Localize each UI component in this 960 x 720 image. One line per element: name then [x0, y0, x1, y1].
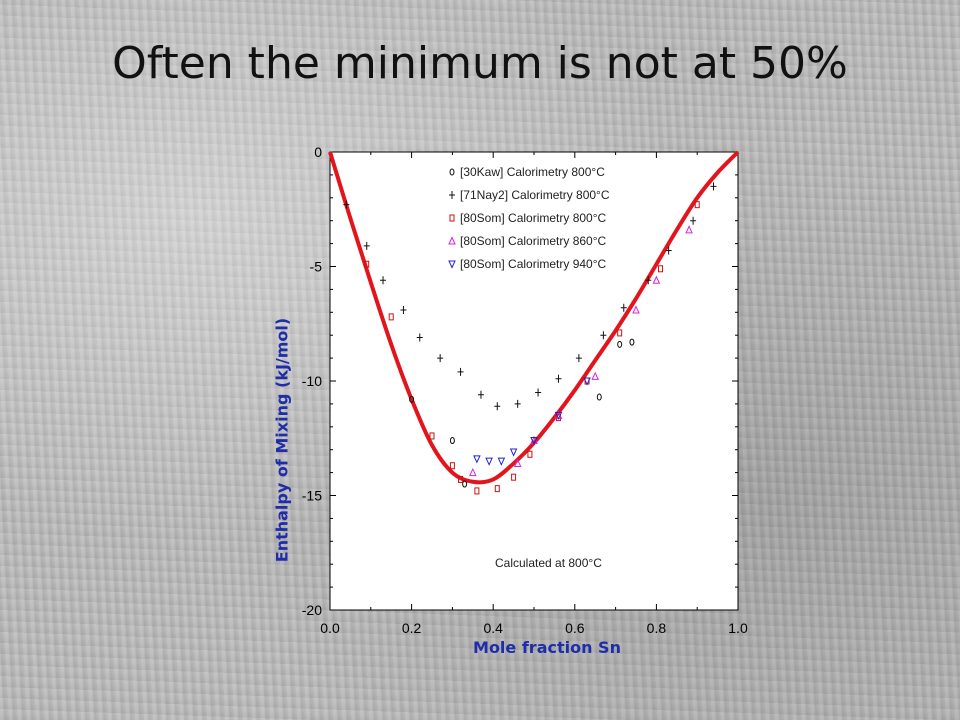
x-tick-label: 0.2 [402, 620, 422, 636]
data-point-series-2 [494, 485, 500, 493]
data-point-series-1 [620, 303, 627, 312]
data-point-series-1 [437, 354, 444, 363]
data-point-series-4 [583, 377, 591, 386]
data-point-series-2 [657, 265, 663, 273]
data-point-series-0 [596, 393, 602, 401]
legend-label: [30Kaw] Calorimetry 800°C [460, 165, 605, 179]
data-point-series-2 [458, 475, 464, 483]
data-point-series-4 [497, 457, 506, 466]
data-point-series-1 [535, 388, 542, 397]
data-point-series-4 [485, 457, 493, 466]
data-point-series-2 [511, 473, 517, 481]
x-tick-label: 1.0 [728, 620, 748, 636]
legend-marker [449, 214, 455, 222]
x-tick-label: 0.6 [565, 620, 585, 636]
data-point-series-3 [513, 458, 522, 467]
legend-label: [80Som] Calorimetry 940°C [460, 257, 607, 271]
data-point-series-0 [449, 437, 455, 445]
legend-marker [449, 168, 455, 176]
fit-curve-line [328, 150, 740, 485]
data-point-series-4 [473, 455, 481, 464]
data-point-series-1 [575, 354, 582, 363]
data-points [343, 182, 717, 495]
legend-marker [448, 260, 456, 269]
data-point-series-1 [555, 374, 562, 383]
x-tick-label: 0.0 [320, 620, 340, 636]
data-point-series-3 [632, 305, 640, 314]
data-point-series-2 [429, 432, 435, 440]
data-point-series-3 [469, 467, 477, 477]
data-point-series-1 [457, 367, 464, 376]
data-point-series-0 [617, 340, 623, 348]
x-tick-label: 0.4 [483, 620, 503, 636]
data-point-series-2 [388, 313, 394, 321]
data-point-series-1 [400, 306, 407, 315]
y-tick-label: -15 [302, 488, 322, 504]
data-point-series-1 [363, 241, 370, 250]
data-point-series-1 [494, 402, 501, 411]
data-point-series-1 [416, 333, 423, 342]
data-point-series-2 [474, 487, 480, 495]
slide-title: Often the minimum is not at 50% [112, 38, 848, 89]
legend-label: [80Som] Calorimetry 860°C [460, 234, 607, 248]
data-point-series-1 [690, 216, 697, 225]
y-tick-label: -20 [302, 602, 322, 618]
y-tick-label: 0 [314, 144, 322, 160]
data-point-series-2 [694, 201, 700, 209]
data-point-series-1 [665, 246, 672, 255]
y-tick-label: -5 [310, 259, 323, 275]
data-point-series-3 [685, 225, 693, 234]
x-axis-label: Mole fraction Sn [473, 638, 621, 657]
data-point-series-1 [477, 390, 484, 399]
data-point-series-0 [462, 480, 468, 488]
data-point-series-2 [555, 414, 561, 422]
data-point-series-1 [343, 200, 350, 209]
legend-label: [80Som] Calorimetry 800°C [460, 211, 607, 225]
legend-label: [71Nay2] Calorimetry 800°C [460, 188, 610, 202]
data-point-series-1 [710, 182, 717, 191]
data-point-series-1 [600, 331, 607, 340]
fit-curve [328, 150, 740, 485]
data-point-series-2 [527, 450, 533, 458]
data-point-series-2 [617, 329, 623, 337]
data-point-series-2 [364, 260, 370, 268]
data-point-series-4 [554, 411, 563, 421]
data-point-series-3 [591, 371, 599, 380]
data-point-series-1 [514, 399, 521, 408]
legend-marker [448, 236, 456, 245]
annotation: Calculated at 800°C [495, 556, 602, 570]
data-point-series-1 [380, 276, 387, 285]
plot-area [329, 151, 739, 611]
data-point-series-4 [509, 448, 518, 457]
data-point-series-1 [645, 276, 652, 285]
y-axis-label: Enthalpy of Mixing (kJ/mol) [272, 317, 292, 563]
data-point-series-2 [449, 462, 455, 470]
x-tick-label: 0.8 [647, 620, 667, 636]
data-point-series-4 [530, 437, 538, 446]
legend: [30Kaw] Calorimetry 800°C [71Nay2] Calori… [448, 165, 610, 271]
axis-ticks: 0.0 0.2 0.4 0.6 0.8 1.0 0 -5 -10 -15 -20 [302, 144, 748, 636]
data-point-series-0 [629, 338, 635, 346]
legend-marker [449, 191, 455, 199]
data-point-series-3 [652, 275, 661, 284]
y-tick-label: -10 [302, 373, 322, 389]
data-point-series-0 [409, 395, 415, 403]
